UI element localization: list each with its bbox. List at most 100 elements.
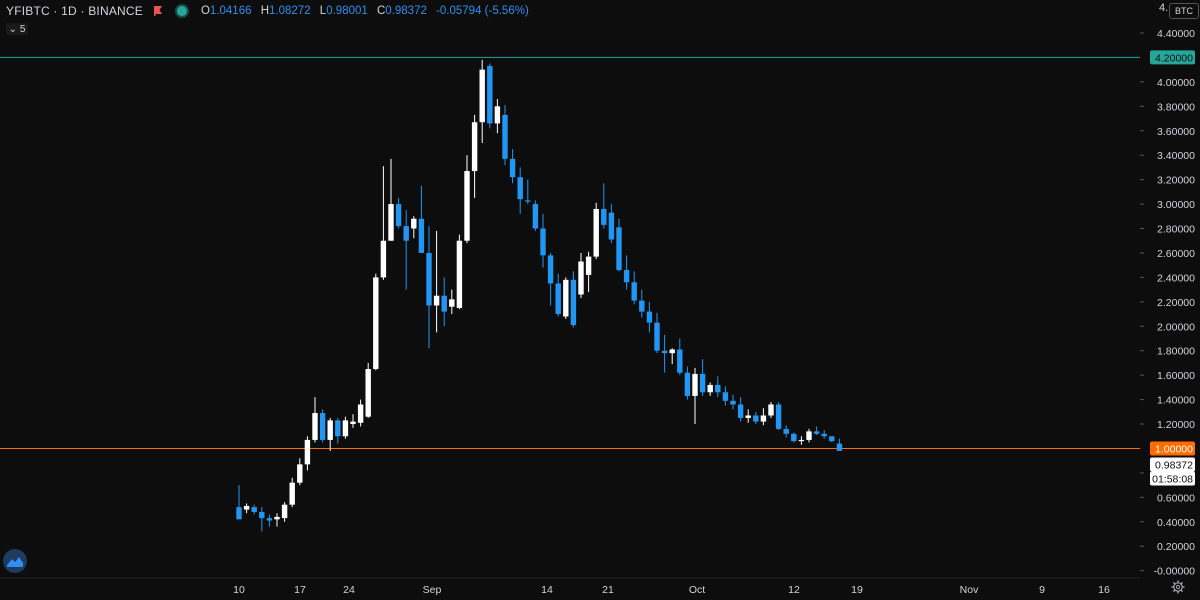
candle[interactable] xyxy=(775,402,782,431)
candle-body xyxy=(281,504,288,519)
candle[interactable] xyxy=(699,359,706,396)
candle[interactable] xyxy=(479,59,485,143)
tradingview-logo-icon[interactable] xyxy=(3,549,27,573)
candle[interactable] xyxy=(829,436,835,443)
candle[interactable] xyxy=(639,289,645,318)
candle[interactable] xyxy=(266,514,273,527)
candle[interactable] xyxy=(692,367,698,425)
candle[interactable] xyxy=(251,504,257,515)
candle[interactable] xyxy=(449,289,455,315)
candle[interactable] xyxy=(395,197,402,229)
candle[interactable] xyxy=(243,503,250,514)
candle[interactable] xyxy=(319,409,326,443)
candle[interactable] xyxy=(259,507,265,532)
candle[interactable] xyxy=(327,417,333,451)
flag-icon[interactable] xyxy=(153,6,163,16)
candle[interactable] xyxy=(608,204,615,244)
symbol-legend: YFIBTC · 1D · BINANCE O1.04166 H1.08272 … xyxy=(6,3,535,19)
candle[interactable] xyxy=(601,183,607,229)
candle[interactable] xyxy=(380,166,387,280)
candle[interactable] xyxy=(517,167,523,214)
candle[interactable] xyxy=(471,114,478,198)
candle[interactable] xyxy=(677,338,683,376)
candle[interactable] xyxy=(509,149,516,184)
time-axis[interactable]: 10 17 24 Sep 14 21 Oct 12 19 Nov 9 16 xyxy=(0,577,1140,596)
symbol-title[interactable]: YFIBTC · 1D · BINANCE xyxy=(6,4,143,18)
candle[interactable] xyxy=(525,179,531,205)
candle-body xyxy=(813,431,820,434)
candle[interactable] xyxy=(669,348,675,365)
candle[interactable] xyxy=(730,394,736,410)
candle[interactable] xyxy=(654,312,660,354)
candle[interactable] xyxy=(297,458,303,486)
candle[interactable] xyxy=(236,485,242,520)
candle[interactable] xyxy=(357,399,364,427)
candle[interactable] xyxy=(684,366,691,400)
candle[interactable] xyxy=(494,98,501,134)
gear-icon[interactable] xyxy=(1171,580,1185,594)
candle[interactable] xyxy=(411,216,417,239)
candle[interactable] xyxy=(593,202,599,260)
candle[interactable] xyxy=(502,105,508,165)
candle[interactable] xyxy=(532,200,539,231)
candle[interactable] xyxy=(760,408,767,426)
candle[interactable] xyxy=(737,397,744,422)
candle[interactable] xyxy=(441,277,447,327)
candle[interactable] xyxy=(342,416,349,439)
candle[interactable] xyxy=(578,252,584,299)
candle[interactable] xyxy=(555,273,561,317)
candle[interactable] xyxy=(373,273,379,371)
candle[interactable] xyxy=(631,271,637,305)
candle[interactable] xyxy=(616,218,622,272)
candle[interactable] xyxy=(418,185,425,253)
candle[interactable] xyxy=(623,255,630,290)
candle[interactable] xyxy=(836,438,843,451)
candle[interactable] xyxy=(403,210,409,290)
candle[interactable] xyxy=(570,271,577,328)
candle[interactable] xyxy=(487,63,493,129)
candle[interactable] xyxy=(304,436,311,471)
candle[interactable] xyxy=(312,397,318,443)
candle-body xyxy=(806,431,812,440)
candle[interactable] xyxy=(563,277,569,319)
candle[interactable] xyxy=(821,430,827,439)
candle[interactable] xyxy=(426,226,432,349)
candle[interactable] xyxy=(791,432,797,443)
candle-body xyxy=(578,261,584,295)
candle[interactable] xyxy=(646,301,653,333)
candle-body xyxy=(418,218,425,253)
candle[interactable] xyxy=(289,477,295,508)
candle-body xyxy=(555,283,561,315)
currency-unit-button[interactable]: BTC xyxy=(1169,3,1199,19)
candle[interactable] xyxy=(783,425,789,438)
candle[interactable] xyxy=(585,251,592,293)
candle[interactable] xyxy=(540,213,546,268)
candles[interactable] xyxy=(236,59,843,532)
candle-body xyxy=(509,158,516,178)
candle[interactable] xyxy=(456,234,463,310)
candle[interactable] xyxy=(464,155,470,244)
candle[interactable] xyxy=(547,252,554,306)
candle[interactable] xyxy=(768,402,774,418)
candle[interactable] xyxy=(707,382,713,396)
candle[interactable] xyxy=(806,428,812,443)
candle[interactable] xyxy=(722,386,729,406)
candle[interactable] xyxy=(661,334,668,373)
candle[interactable] xyxy=(813,426,820,436)
candle[interactable] xyxy=(335,417,341,444)
candle[interactable] xyxy=(274,513,280,527)
candle[interactable] xyxy=(281,502,288,522)
candle[interactable] xyxy=(745,409,751,423)
status-dot-icon[interactable] xyxy=(176,6,187,16)
price-axis[interactable]: 4.40000 4.00000 3.80000 3.60000 3.40000 3.200… xyxy=(1140,0,1200,600)
candle[interactable] xyxy=(365,362,371,418)
volume-toggle-button[interactable]: ⌄ 5 xyxy=(6,23,28,35)
candle[interactable] xyxy=(388,158,394,241)
candle[interactable] xyxy=(433,230,440,333)
candle[interactable] xyxy=(798,436,805,445)
candle[interactable] xyxy=(715,376,721,398)
candle[interactable] xyxy=(350,414,356,428)
candle-body xyxy=(547,255,554,284)
candle[interactable] xyxy=(753,411,759,425)
